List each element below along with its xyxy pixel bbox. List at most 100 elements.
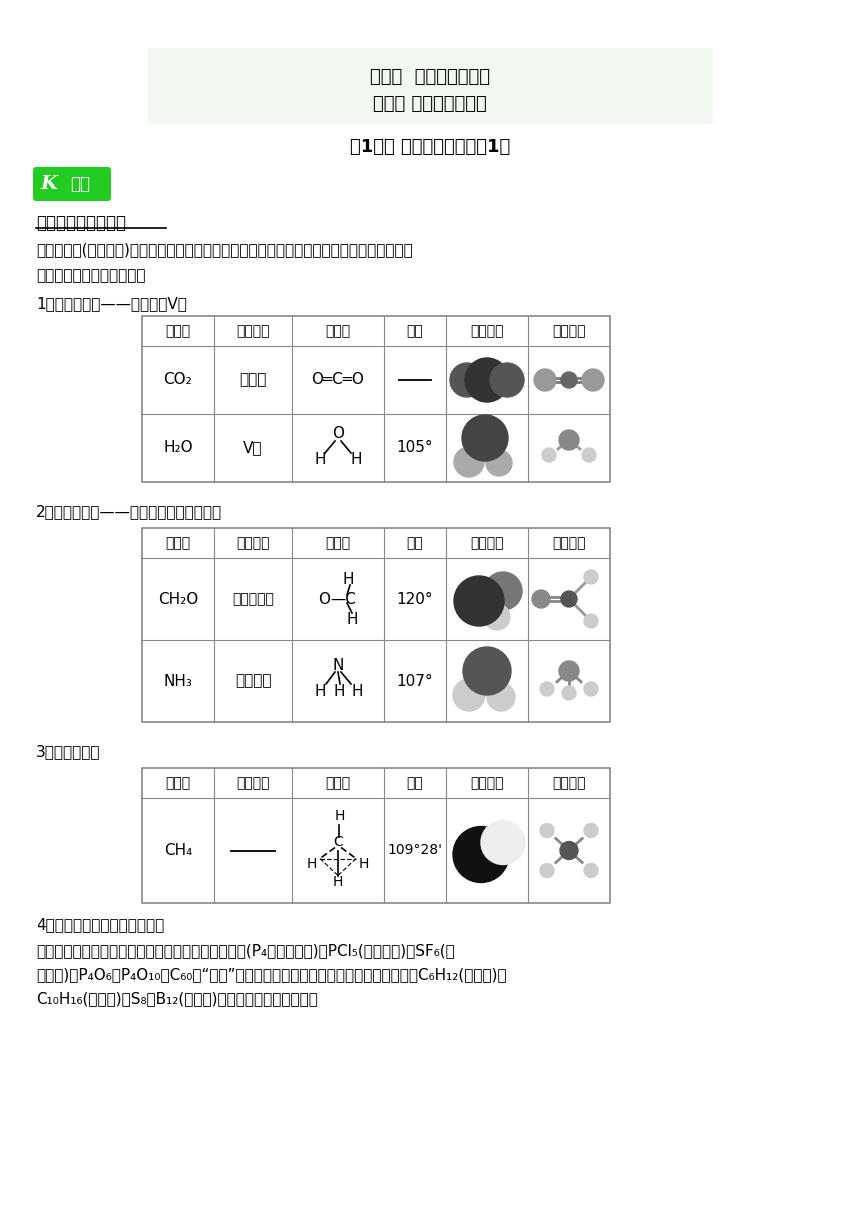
Text: 105°: 105°	[396, 440, 433, 456]
Circle shape	[584, 863, 598, 878]
Text: 第二章  分子结构与性质: 第二章 分子结构与性质	[370, 68, 490, 86]
Text: 107°: 107°	[396, 674, 433, 688]
Text: 直线形: 直线形	[239, 372, 267, 388]
Text: H: H	[335, 810, 345, 823]
Text: H: H	[351, 683, 363, 698]
Circle shape	[540, 682, 554, 696]
Bar	[142, 316, 610, 482]
Text: H: H	[359, 857, 369, 872]
Text: O: O	[332, 427, 344, 441]
Text: 2．四原子分子——平面三角形和三角锥形: 2．四原子分子——平面三角形和三角锥形	[36, 503, 222, 519]
Text: 立体构型: 立体构型	[237, 323, 270, 338]
Text: 结构式: 结构式	[325, 776, 351, 790]
Text: 3．五原子分子: 3．五原子分子	[36, 744, 101, 759]
Text: V形: V形	[243, 440, 263, 456]
Text: 第二节 分子的立体构型: 第二节 分子的立体构型	[373, 95, 487, 113]
Text: 球棍模型: 球棍模型	[552, 323, 586, 338]
Text: 1．三原子分子——直线形和V形: 1．三原子分子——直线形和V形	[36, 295, 187, 311]
Text: 球棍模型: 球棍模型	[552, 536, 586, 550]
Circle shape	[582, 447, 596, 462]
Text: 多原子分子的立体构型形形色色，异彩纷咁。如白磷(P₄，正四面体)、PCl₅(三角双锥)、SF₆(正: 多原子分子的立体构型形形色色，异彩纷咁。如白磷(P₄，正四面体)、PCl₅(三角…	[36, 942, 455, 958]
Circle shape	[584, 823, 598, 838]
Circle shape	[561, 591, 577, 607]
Text: 结构式: 结构式	[325, 323, 351, 338]
Circle shape	[584, 614, 598, 627]
Text: 键角: 键角	[407, 776, 423, 790]
Text: 化学式: 化学式	[165, 323, 191, 338]
Text: 120°: 120°	[396, 591, 433, 607]
Circle shape	[560, 841, 578, 860]
Text: 八面体)、P₄O₆、P₄O₁₀、C₆₀（“足球”状分子，由平面正五边形和正六边形组成）、C₆H₁₂(环己烷)、: 八面体)、P₄O₆、P₄O₁₀、C₆₀（“足球”状分子，由平面正五边形和正六边形…	[36, 967, 507, 983]
Text: H: H	[333, 876, 343, 889]
Text: 结构式: 结构式	[325, 536, 351, 550]
Circle shape	[542, 447, 556, 462]
Text: 比例模型: 比例模型	[470, 323, 504, 338]
Text: C: C	[333, 835, 343, 850]
Text: 比例模型: 比例模型	[470, 536, 504, 550]
Text: 单原子分子(稀有气体)、双原子分子不存在立体构型，多原子分子中，由于空间的位置关系，: 单原子分子(稀有气体)、双原子分子不存在立体构型，多原子分子中，由于空间的位置关…	[36, 242, 413, 257]
Circle shape	[582, 368, 604, 392]
Circle shape	[481, 821, 525, 865]
Text: N: N	[332, 658, 344, 672]
Circle shape	[561, 372, 577, 388]
Text: H: H	[307, 857, 317, 872]
Circle shape	[540, 863, 554, 878]
Circle shape	[534, 368, 556, 392]
Text: H: H	[334, 683, 345, 698]
Text: O═C═O: O═C═O	[311, 372, 365, 388]
Text: 立体构型: 立体构型	[237, 536, 270, 550]
Circle shape	[453, 679, 485, 711]
Text: 化学式: 化学式	[165, 536, 191, 550]
Text: CH₄: CH₄	[164, 843, 192, 858]
Text: 会有不同类型的立体异构。: 会有不同类型的立体异构。	[36, 268, 145, 283]
Circle shape	[465, 358, 509, 402]
Text: 比例模型: 比例模型	[470, 776, 504, 790]
Circle shape	[584, 570, 598, 584]
Text: H: H	[342, 572, 353, 586]
Circle shape	[454, 447, 484, 477]
Circle shape	[450, 364, 484, 396]
Text: 一、形形色色的分子: 一、形形色色的分子	[36, 214, 126, 232]
Bar	[142, 528, 610, 722]
Text: CH₂O: CH₂O	[158, 591, 198, 607]
Circle shape	[562, 686, 576, 700]
Circle shape	[454, 576, 504, 626]
Text: H: H	[350, 452, 362, 467]
Text: 键角: 键角	[407, 323, 423, 338]
Text: 第1课时 分子的立体构型（1）: 第1课时 分子的立体构型（1）	[350, 137, 510, 156]
Text: 知识: 知识	[70, 175, 90, 193]
Text: 平面三角形: 平面三角形	[232, 592, 274, 606]
Circle shape	[487, 683, 515, 711]
Text: K: K	[40, 175, 58, 193]
Text: 球棍模型: 球棍模型	[552, 776, 586, 790]
Circle shape	[484, 604, 510, 630]
Circle shape	[540, 823, 554, 838]
Circle shape	[462, 415, 508, 461]
Circle shape	[584, 682, 598, 696]
Circle shape	[484, 572, 522, 610]
Text: 键角: 键角	[407, 536, 423, 550]
Text: 4．其他多原子分子的立体构型: 4．其他多原子分子的立体构型	[36, 917, 164, 931]
Text: —C: —C	[330, 591, 356, 607]
Text: CO₂: CO₂	[163, 372, 193, 388]
FancyBboxPatch shape	[33, 167, 111, 201]
Text: H₂O: H₂O	[163, 440, 193, 456]
Text: H: H	[347, 612, 358, 626]
Bar	[148, 47, 713, 124]
Circle shape	[490, 364, 524, 396]
Bar	[142, 769, 610, 903]
Circle shape	[559, 430, 579, 450]
Text: O: O	[318, 591, 330, 607]
Text: 109°28': 109°28'	[388, 844, 443, 857]
Circle shape	[532, 590, 550, 608]
Text: H: H	[314, 683, 326, 698]
Circle shape	[463, 647, 511, 696]
Text: NH₃: NH₃	[163, 674, 193, 688]
Text: 化学式: 化学式	[165, 776, 191, 790]
Text: H: H	[314, 452, 326, 467]
Circle shape	[486, 450, 512, 475]
Text: 立体构型: 立体构型	[237, 776, 270, 790]
Text: C₁₀H₁₆(金冈烷)、S₈、B₁₂(碗单质)等的立体构型如图所示。: C₁₀H₁₆(金冈烷)、S₈、B₁₂(碗单质)等的立体构型如图所示。	[36, 991, 318, 1006]
Circle shape	[453, 827, 509, 883]
Text: 三角锥形: 三角锥形	[235, 674, 271, 688]
